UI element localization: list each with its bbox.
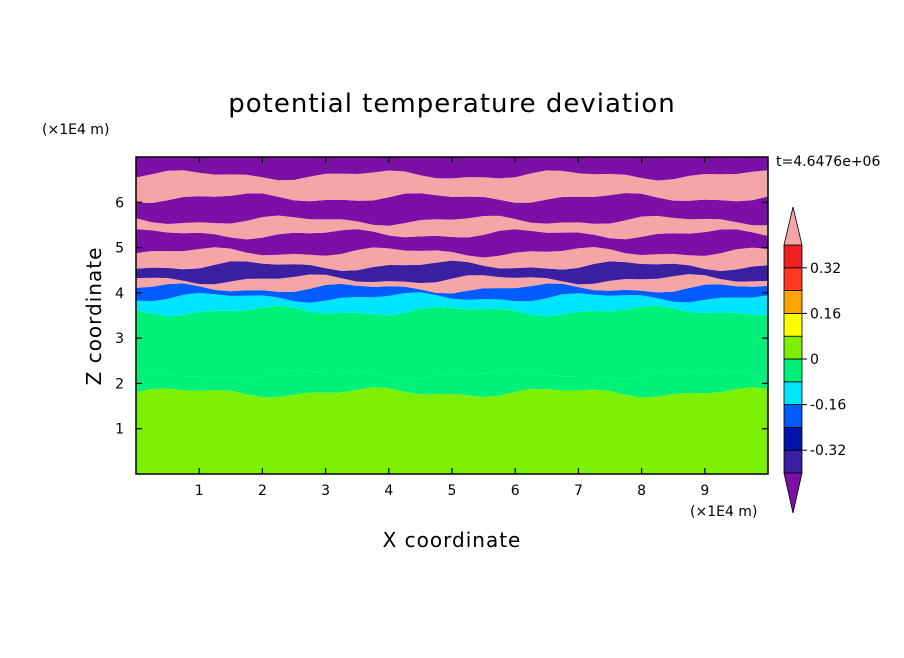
x-tick-label: 9 [700,483,709,499]
colorbar-swatch [783,381,803,405]
contour-field [136,157,768,474]
contour-band [136,274,768,294]
contour-band [136,305,768,380]
x-tick-label: 4 [384,483,393,499]
y-axis: 1 2 3 4 5 6 [115,195,768,438]
y-unit-label: (×1E4 m) [42,122,109,138]
x-tick-label: 7 [574,483,583,499]
y-tick-label: 5 [115,241,124,257]
chart-title: potential temperature deviation [228,89,675,119]
y-tick-label: 6 [115,195,124,211]
colorbar-swatch [783,426,803,451]
x-axis-label: X coordinate [383,528,522,552]
contour-band [136,292,768,317]
colorbar-tick-label: 0.16 [810,306,841,322]
contour-band [136,229,768,258]
x-unit-label: (×1E4 m) [690,504,757,520]
contour-band [136,260,768,285]
contour-band [136,193,768,226]
y-tick-label: 1 [115,422,124,438]
contour-band [136,215,768,240]
x-tick-label: 6 [511,483,520,499]
colorbar-swatch [783,358,803,383]
colorbar-swatch [783,449,803,474]
contour-band [136,283,768,303]
colorbar-tick-label: 0 [810,352,819,368]
contour-band [136,157,768,181]
colorbar-over-arrow [783,206,803,246]
y-axis-label: Z coordinate [82,247,106,386]
x-tick-label: 8 [637,483,646,499]
colorbar: 0.32 0.16 0 -0.16 -0.32 [783,206,846,514]
colorbar-swatch [783,404,803,428]
colorbar-swatch [783,335,803,360]
contour-band [136,170,768,203]
colorbar-tick-label: -0.16 [810,398,846,414]
y-tick-label: 2 [115,376,124,392]
colorbar-swatch [783,290,803,314]
x-tick-label: 3 [321,483,330,499]
x-tick-label: 2 [258,483,267,499]
contour-band [136,387,768,474]
x-tick-label: 5 [448,483,457,499]
y-tick-label: 3 [115,331,124,347]
y-tick-label: 4 [115,286,124,302]
colorbar-swatch [783,244,803,269]
contour-band [136,369,768,398]
contour-band [136,247,768,271]
time-label: t=4.6476e+06 [776,154,880,170]
x-axis: 1 2 3 4 5 6 7 8 9 [195,157,709,499]
colorbar-tick-label: -0.32 [810,443,846,459]
colorbar-tick-label: 0.32 [810,261,841,277]
colorbar-swatch [783,267,803,291]
colorbar-swatch [783,312,803,337]
colorbar-under-arrow [783,472,803,514]
x-tick-label: 1 [195,483,204,499]
